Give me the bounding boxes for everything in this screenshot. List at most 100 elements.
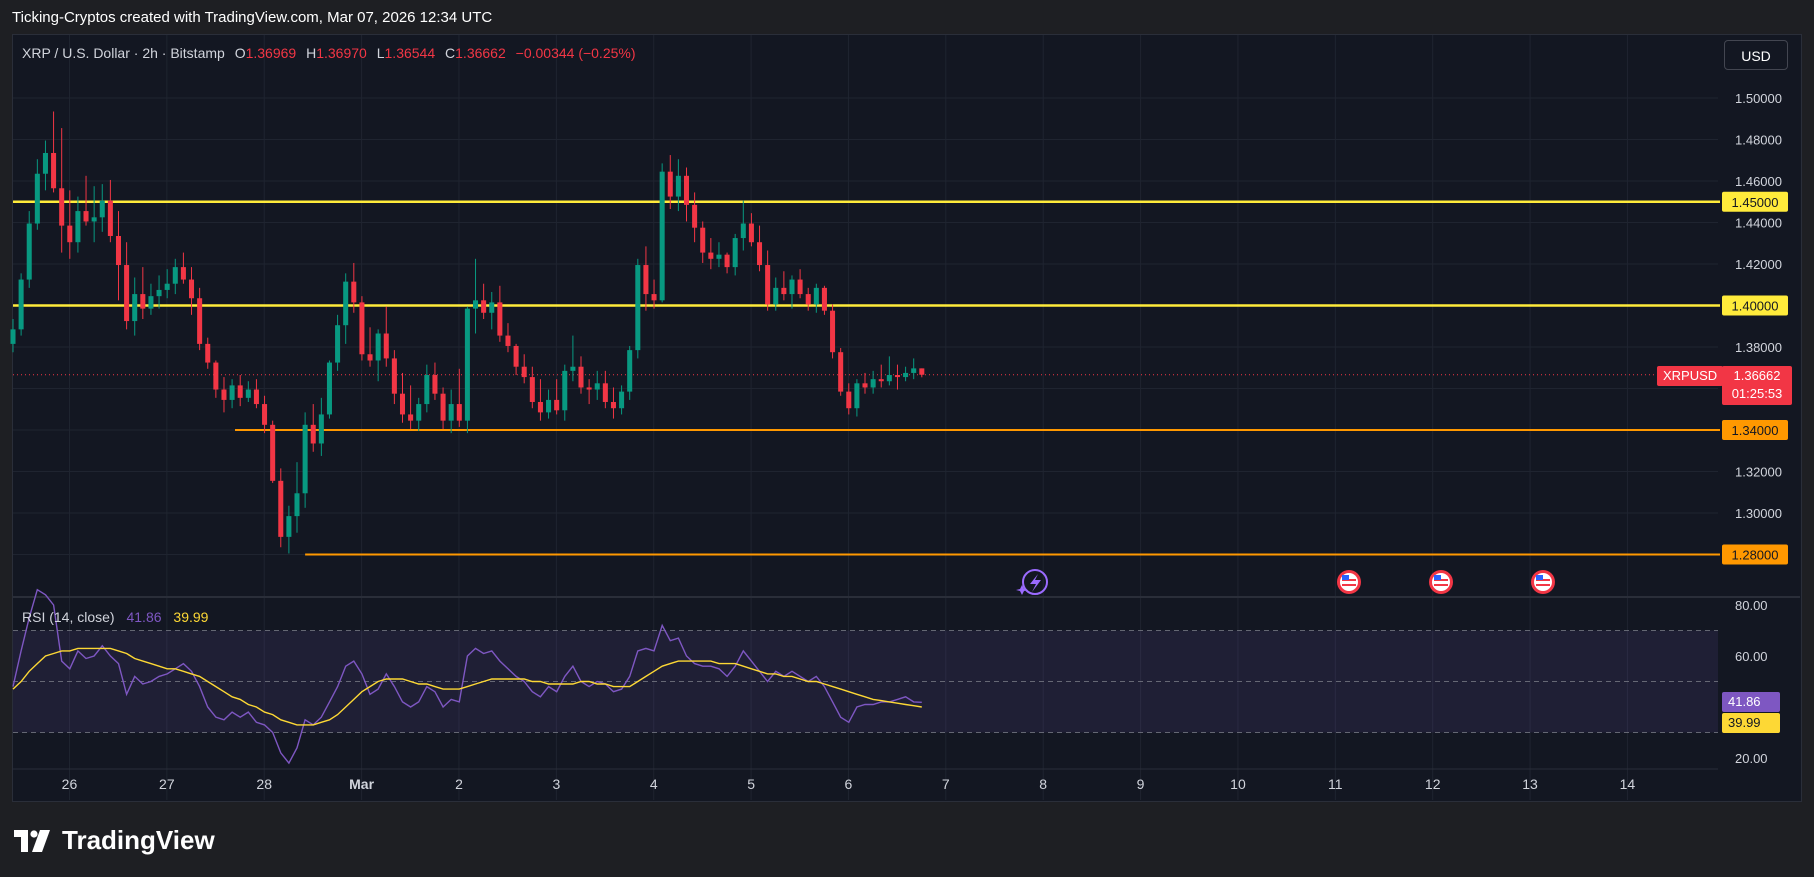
level-label-bg-1 [1722, 295, 1788, 316]
candle-body [870, 379, 876, 388]
candle [464, 306, 470, 434]
candle-body [213, 362, 219, 390]
candle [692, 192, 698, 243]
candle [51, 111, 57, 193]
candle-body [375, 333, 381, 361]
candle-body [862, 383, 868, 388]
candle-body [189, 279, 195, 299]
candle-body [205, 343, 211, 363]
time-axis-label: 7 [942, 776, 950, 792]
tradingview-logo[interactable]: TradingView [14, 825, 215, 856]
open-value: 1.36969 [245, 45, 297, 61]
candle-body [562, 370, 568, 411]
level-label-3: 1.28000 [1732, 548, 1779, 563]
lightning-event-icon-ring [1022, 569, 1048, 595]
candle-body [546, 399, 552, 413]
candle-body [399, 393, 406, 415]
candle [911, 358, 917, 380]
candle-body [326, 362, 332, 415]
candle-body [278, 480, 284, 537]
candle [10, 318, 16, 353]
candle [416, 397, 422, 432]
candle-body [75, 211, 81, 243]
candle-body [156, 289, 162, 297]
high-value: 1.36970 [316, 45, 367, 61]
candle [830, 304, 836, 359]
candle-body [659, 171, 665, 301]
candle [643, 246, 649, 311]
candle-body [683, 175, 690, 205]
candle-body [359, 302, 365, 355]
candle-body [821, 287, 827, 311]
price-axis-label: 1.46000 [1735, 174, 1782, 189]
candle [262, 395, 268, 434]
candle [708, 238, 714, 270]
candle [570, 335, 576, 382]
candle-body [59, 188, 65, 226]
candle-body [529, 377, 535, 402]
candle [34, 159, 40, 230]
candle-body [481, 300, 487, 313]
candle [335, 314, 341, 371]
rsi-legend-label[interactable]: RSI (14, close) [22, 609, 115, 625]
candle [213, 360, 219, 398]
candle-body [99, 200, 105, 218]
candle-body [318, 414, 324, 444]
candle-body [343, 281, 349, 326]
candle-body [42, 152, 48, 174]
price-axis-label: 1.38000 [1735, 340, 1782, 355]
candle-body [627, 350, 633, 392]
candle-body [724, 254, 730, 268]
candle [286, 505, 292, 554]
rsi-ma-line [12, 647, 922, 726]
candle [26, 211, 32, 288]
close-value: 1.36662 [455, 45, 506, 61]
candle [432, 362, 438, 400]
candle [456, 368, 462, 427]
candle [813, 283, 819, 313]
candle-body [51, 152, 57, 189]
candle [610, 387, 616, 419]
candle [375, 329, 381, 382]
symbol-price-tag: XRPUSD [1657, 366, 1724, 386]
rsi-value-tag: 41.86 [1722, 692, 1780, 712]
candle-body [740, 223, 746, 239]
level-label-0: 1.45000 [1732, 195, 1779, 210]
candle [205, 337, 211, 369]
candle-body [651, 294, 657, 301]
rsi-band-fill [13, 630, 1718, 733]
candle-body [221, 389, 227, 400]
candle [497, 285, 503, 342]
candle [164, 269, 170, 299]
candle [838, 348, 844, 396]
candle-body [537, 401, 543, 413]
candle [359, 296, 365, 361]
candle-body [878, 379, 884, 382]
candle [675, 159, 681, 212]
candle [59, 128, 65, 253]
candle [521, 354, 527, 384]
lightning-event-icon [1016, 569, 1048, 595]
candle [602, 370, 608, 409]
price-axis-label: 1.42000 [1735, 257, 1782, 272]
candle-body [919, 368, 925, 375]
candle [748, 213, 754, 247]
candle-body [708, 252, 714, 259]
currency-button[interactable]: USD [1724, 40, 1788, 70]
symbol-title[interactable]: XRP / U.S. Dollar · 2h · Bitstamp [22, 45, 225, 61]
candle-body [765, 265, 771, 305]
candle-body [830, 310, 836, 353]
bar-countdown: 01:25:53 [1731, 386, 1783, 401]
candle-body [838, 352, 844, 392]
candle [554, 379, 560, 415]
us-flag-icon [1429, 570, 1453, 594]
candle [781, 271, 787, 301]
candle-body [416, 404, 422, 421]
candle-body [757, 242, 763, 266]
candle-body [34, 173, 40, 224]
us-flag-icon-canton [1536, 575, 1543, 580]
candle [229, 379, 235, 409]
open-label: O [234, 45, 246, 61]
candle-body [294, 493, 300, 517]
